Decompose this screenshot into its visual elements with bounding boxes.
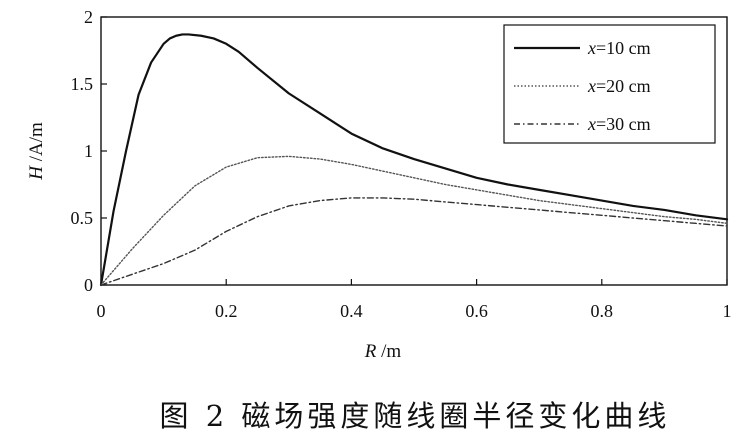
- legend-items: x=10 cmx=20 cmx=30 cm: [514, 38, 651, 134]
- y-tick-label: 2: [84, 7, 93, 27]
- legend-label-1: x=10 cm: [587, 38, 651, 58]
- legend-label-rest: =20 cm: [596, 76, 651, 96]
- x-axis-label-unit: /m: [376, 341, 401, 362]
- legend-label-3: x=30 cm: [587, 114, 651, 134]
- series-line-3: [100, 197, 728, 286]
- x-axis-label-var: R: [364, 341, 377, 362]
- legend-label-rest: =30 cm: [596, 114, 651, 134]
- y-tick-label: 0.5: [71, 208, 94, 228]
- series-line-1: [99, 33, 729, 287]
- series-line-2: [100, 155, 728, 286]
- legend: x=10 cmx=20 cmx=30 cm: [503, 24, 716, 144]
- x-tick-label: 0.2: [215, 301, 238, 321]
- x-tick-label: 0.6: [465, 301, 488, 321]
- legend-label-2: x=20 cm: [587, 76, 651, 96]
- y-axis-label-var: H: [26, 165, 47, 181]
- y-axis-label: H /A/m: [26, 122, 47, 181]
- figure-caption: 图 2 磁场强度随线圈半径变化曲线: [160, 399, 671, 433]
- x-tick-label: 0.8: [591, 301, 614, 321]
- legend-label-var: x: [587, 76, 596, 96]
- y-tick-label: 0: [84, 275, 93, 295]
- x-axis-label: R /m: [364, 341, 402, 362]
- legend-label-var: x: [587, 114, 596, 134]
- legend-label-var: x: [587, 38, 596, 58]
- x-axis-ticks: 0 0.2 0.4 0.6 0.8 1: [97, 279, 732, 321]
- legend-box: [503, 24, 716, 144]
- y-axis-ticks: 0 0.5 1 1.5 2: [71, 7, 107, 295]
- legend-label-rest: =10 cm: [596, 38, 651, 58]
- y-axis-label-unit: /A/m: [26, 122, 47, 166]
- y-tick-label: 1.5: [71, 74, 94, 94]
- series-layer: [99, 33, 729, 287]
- x-tick-label: 1: [723, 301, 732, 321]
- y-tick-label: 1: [84, 141, 93, 161]
- x-tick-label: 0.4: [340, 301, 363, 321]
- x-tick-label: 0: [97, 301, 106, 321]
